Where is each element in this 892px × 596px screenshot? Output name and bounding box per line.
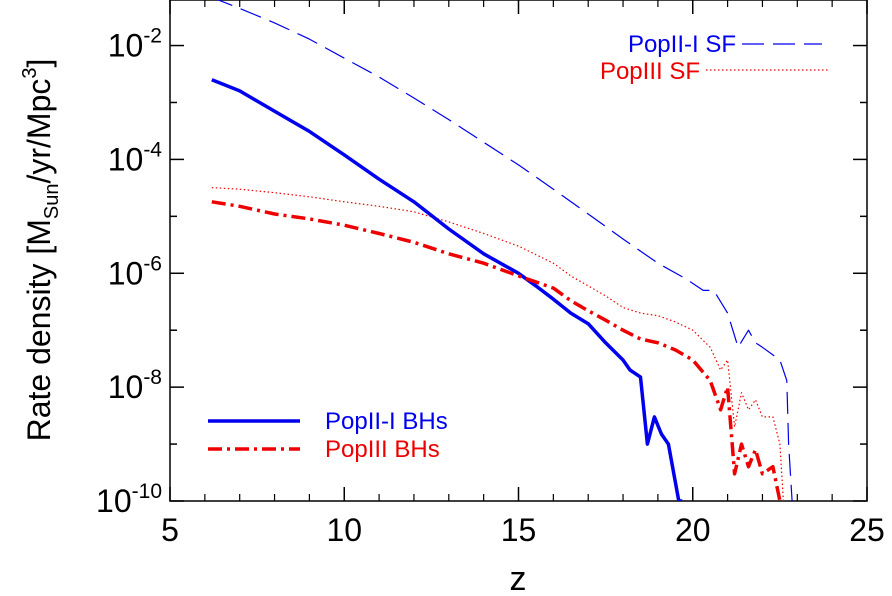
x-tick-labels: 5 10 15 20 25 <box>161 512 885 548</box>
legend-label-popiii-bhs: PopIII BHs <box>325 436 440 463</box>
legend-top-right: PopII-I SF PopIII SF <box>600 31 830 85</box>
y-axis-label-sup: 3 <box>19 67 41 78</box>
series-line-popiii-bhs <box>211 200 782 501</box>
y-tick-label: 10-2 <box>108 25 162 64</box>
legend-label-popii-i-bhs: PopII-I BHs <box>325 408 448 435</box>
tick-marks <box>169 0 868 502</box>
y-tick-label: 10-6 <box>108 252 162 291</box>
x-tick-label: 20 <box>675 512 711 548</box>
x-tick-label: 5 <box>161 512 179 548</box>
y-axis-label-suffix: ] <box>21 59 57 68</box>
y-tick-label: 10-4 <box>108 138 163 177</box>
x-tick-label: 10 <box>326 512 362 548</box>
legend-label-popii-i-sf: PopII-I SF <box>628 31 736 58</box>
series-line-popii-i-sf <box>216 0 793 501</box>
plot-frame <box>169 0 868 502</box>
x-tick-label: 25 <box>849 512 885 548</box>
x-tick-label: 15 <box>501 512 537 548</box>
series-group <box>211 0 793 501</box>
y-tick-label: 10-10 <box>96 480 162 519</box>
y-axis-label-sub: Sun <box>41 184 63 220</box>
series-line-popiii-sf <box>211 187 784 501</box>
legend-label-popiii-sf: PopIII SF <box>600 58 700 85</box>
x-axis-label: z <box>510 560 527 596</box>
legend-bottom-left: PopII-I BHs PopIII BHs <box>208 408 448 463</box>
y-tick-label: 10-8 <box>108 366 162 405</box>
y-axis-label-prefix: Rate density [M <box>21 219 57 441</box>
series-line-popii-i-bhs <box>211 78 683 501</box>
y-tick-labels: 10-2 10-4 10-6 10-8 10-10 <box>96 25 162 519</box>
y-axis-label: Rate density [MSun/yr/Mpc3] <box>19 59 63 442</box>
y-axis-label-middle: /yr/Mpc <box>21 79 57 184</box>
